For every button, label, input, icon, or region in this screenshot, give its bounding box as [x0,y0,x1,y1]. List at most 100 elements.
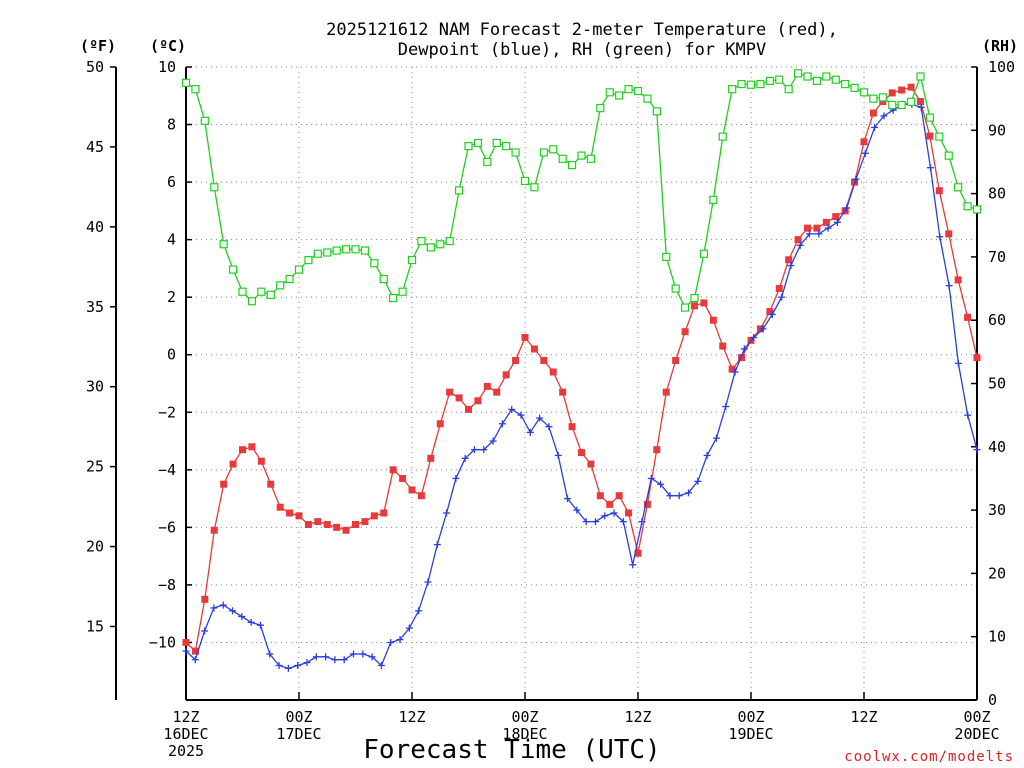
rh-point [417,236,426,246]
temperature-point [634,549,642,557]
temperature-point [455,394,463,402]
temperature-point [295,512,303,520]
temperature-point [653,446,661,454]
dewpoint-point [526,428,534,436]
dewpoint-point [610,509,618,517]
dewpoint-series [182,100,981,672]
time-tick-label: 19DEC [728,725,773,743]
rh-point [294,265,304,274]
rh-point [963,202,972,211]
dewpoint-point [750,333,758,341]
dewpoint-point [517,411,525,419]
rh-point [407,255,417,265]
temperature-point [267,480,275,488]
time-tick-label: 20DEC [954,725,999,743]
temperature-point [502,371,510,379]
temperature-point [201,595,209,603]
rh-point [445,236,454,246]
celsius-tick-label: −6 [158,518,176,536]
temperature-point [210,526,218,534]
dewpoint-point [759,325,767,333]
rh-point [360,246,370,255]
rh-point [219,240,228,249]
temperature-point [342,526,350,534]
temperature-point [417,492,425,500]
dewpoint-point [387,638,395,646]
dewpoint-point [480,446,488,454]
rh-point [878,93,887,102]
rh-point [624,85,633,94]
rh-point [436,240,445,249]
rh-point [464,142,473,151]
temperature-point [474,397,482,405]
dewpoint-point [545,423,553,431]
rh-point [511,148,520,157]
time-tick-label: 17DEC [276,725,321,743]
dewpoint-point [508,405,516,413]
rh-point [266,290,275,299]
rh-tick-label: 100 [988,58,1015,76]
dewpoint-point [470,446,478,454]
rh-point [276,281,285,290]
dewpoint-point [461,454,469,462]
rh-point [473,138,483,148]
rh-point [784,85,793,94]
celsius-tick-label: 0 [167,346,176,364]
temperature-point [370,512,378,520]
temperature-point [926,132,934,140]
temperature-point [606,500,614,508]
rh-point [775,75,784,84]
temperature-point [728,365,736,373]
temperature-point [813,224,821,232]
temperature-point [672,356,680,364]
rh-point [341,245,351,254]
dewpoint-point [564,495,572,503]
dewpoint-point [191,656,199,664]
rh-point [935,132,944,141]
rh-point [906,97,916,106]
dewpoint-point [340,656,348,664]
dewpoint-point [647,474,655,482]
rh-point [859,88,869,97]
dewpoint-point [312,653,320,661]
temperature-point [587,460,595,468]
temperature-point [248,443,256,451]
tick-labels: 1086420−2−4−6−8−105045403530252015100908… [86,58,1015,760]
dewpoint-point [322,653,330,661]
temperature-point [286,509,294,517]
dewpoint-point [582,518,590,526]
rh-unit-label: (RH) [982,37,1018,55]
rh-point [944,151,953,160]
dewpoint-point [182,647,190,655]
dewpoint-point [657,480,665,488]
dewpoint-point [694,477,702,485]
rh-point [793,69,803,78]
dewpoint-point [405,624,413,632]
rh-tick-label: 30 [988,501,1006,519]
dewpoint-point [368,653,376,661]
temperature-point [869,109,877,117]
temperature-point [465,405,472,413]
rh-point [558,154,567,163]
dewpoint-point [601,512,609,520]
temperature-point [568,423,576,431]
time-tick-label: 00Z [285,708,312,726]
rh-point [285,274,294,284]
rh-point [652,107,661,116]
temperature-point [304,520,312,528]
dewpoint-point [424,578,432,586]
temperature-point [549,368,557,376]
rh-point [530,183,539,192]
rh-tick-label: 60 [988,311,1006,329]
rh-point [351,245,360,254]
dewpoint-point [796,241,804,249]
rh-point [699,249,709,258]
celsius-tick-label: 8 [167,116,176,134]
dewpoint-point [256,621,264,629]
dewpoint-point [201,627,209,635]
temperature-point [964,313,972,321]
time-tick-label: 2025 [168,742,204,760]
dewpoint-point [266,650,274,658]
dewpoint-point [768,310,776,318]
dewpoint-point [852,175,860,183]
